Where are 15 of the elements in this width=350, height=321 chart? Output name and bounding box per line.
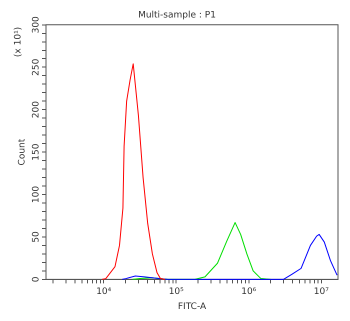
y-tick-label: 200 <box>31 100 42 118</box>
x-tick-label: 10⁶ <box>241 287 257 298</box>
y-tick-label: 250 <box>31 58 42 76</box>
x-tick-label: 10⁴ <box>96 287 112 298</box>
y-tick-label: 300 <box>31 16 42 34</box>
text: (x 10¹) <box>13 26 24 58</box>
y-tick-label: 100 <box>31 186 42 204</box>
chart-title: Multi-sample : P1 <box>138 10 216 21</box>
x-tick-label: 10⁷ <box>314 287 330 298</box>
y-tick-label: 150 <box>31 143 42 161</box>
x-axis-title: FITC-A <box>178 302 207 312</box>
y-tick-label: 50 <box>31 230 42 243</box>
y-axis-title: Count <box>18 138 28 166</box>
y-tick-label: 0 <box>31 276 42 282</box>
x-tick-label: 10⁵ <box>168 287 184 298</box>
